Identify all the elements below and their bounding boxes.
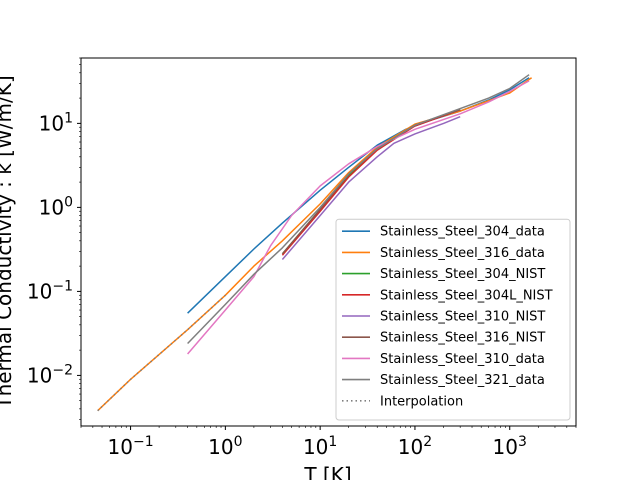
series-line-7 xyxy=(187,74,530,345)
series-line-4 xyxy=(281,116,461,260)
plot-frame xyxy=(80,57,577,427)
legend-label-1: Stainless_Steel_316_data xyxy=(380,246,545,261)
legend-label-2: Stainless_Steel_304_NIST xyxy=(380,267,545,282)
x-tick-label: 100 xyxy=(208,434,242,459)
tick-layer: 10−1 100 101 102 103 10−2 10−1 100 101 xyxy=(27,57,577,459)
legend-label-5: Stainless_Steel_316_NIST xyxy=(380,331,545,346)
legend-frame xyxy=(335,218,571,421)
legend-label-4: Stainless_Steel_310_NIST xyxy=(380,310,545,325)
x-tick-label: 10−1 xyxy=(108,434,154,459)
y-tick-label: 101 xyxy=(39,110,73,135)
series-line-6 xyxy=(187,80,530,355)
series-layer xyxy=(97,74,533,412)
y-tick-label: 100 xyxy=(39,194,73,219)
y-tick-label: 10−1 xyxy=(27,278,73,303)
legend-label-0: Stainless_Steel_304_data xyxy=(380,225,545,240)
legend-label-3: Stainless_Steel_304L_NIST xyxy=(380,288,553,303)
legend-label-8: Interpolation xyxy=(380,394,463,409)
x-tick-label: 101 xyxy=(303,434,337,459)
series-line-8 xyxy=(97,294,226,412)
x-axis-label: T [K] xyxy=(303,463,351,480)
series-line-1 xyxy=(97,77,533,412)
y-axis-label: Thermal Conductivity : k [W/m/K] xyxy=(0,75,16,409)
y-tick-label: 10−2 xyxy=(27,362,73,387)
legend-label-6: Stainless_Steel_310_data xyxy=(380,352,545,367)
legend: Stainless_Steel_304_data Stainless_Steel_… xyxy=(335,218,571,421)
legend-label-7: Stainless_Steel_321_data xyxy=(380,373,545,388)
x-tick-label: 102 xyxy=(398,434,432,459)
x-tick-label: 103 xyxy=(493,434,527,459)
